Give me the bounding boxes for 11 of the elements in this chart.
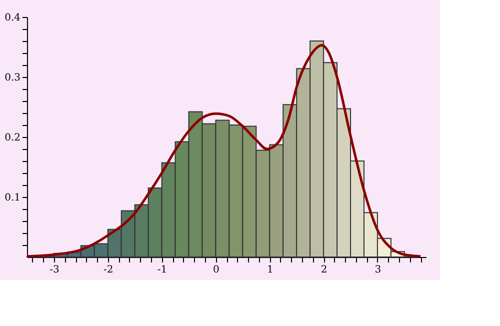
y-tick-label: 0.3	[4, 72, 20, 84]
x-tick-label: -3	[50, 264, 60, 276]
y-tick-label: 0.2	[4, 132, 20, 144]
x-tick-label: 1	[266, 264, 274, 276]
x-tick-label: 2	[320, 264, 328, 276]
x-tick-label: -1	[157, 264, 168, 276]
y-tick-label: 0.1	[4, 192, 20, 204]
x-tick-label: -2	[104, 264, 114, 276]
y-tick-label: 0.4	[4, 12, 20, 24]
x-tick-label: 0	[213, 264, 220, 276]
x-tick-label: 3	[374, 264, 382, 276]
